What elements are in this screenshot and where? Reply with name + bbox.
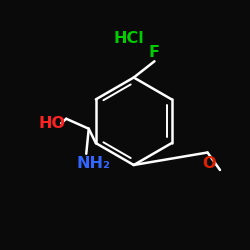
Text: HCl: HCl xyxy=(114,31,144,46)
Text: NH₂: NH₂ xyxy=(76,156,110,171)
Text: F: F xyxy=(149,45,160,60)
Text: O: O xyxy=(202,156,216,171)
Text: HO: HO xyxy=(39,116,66,131)
